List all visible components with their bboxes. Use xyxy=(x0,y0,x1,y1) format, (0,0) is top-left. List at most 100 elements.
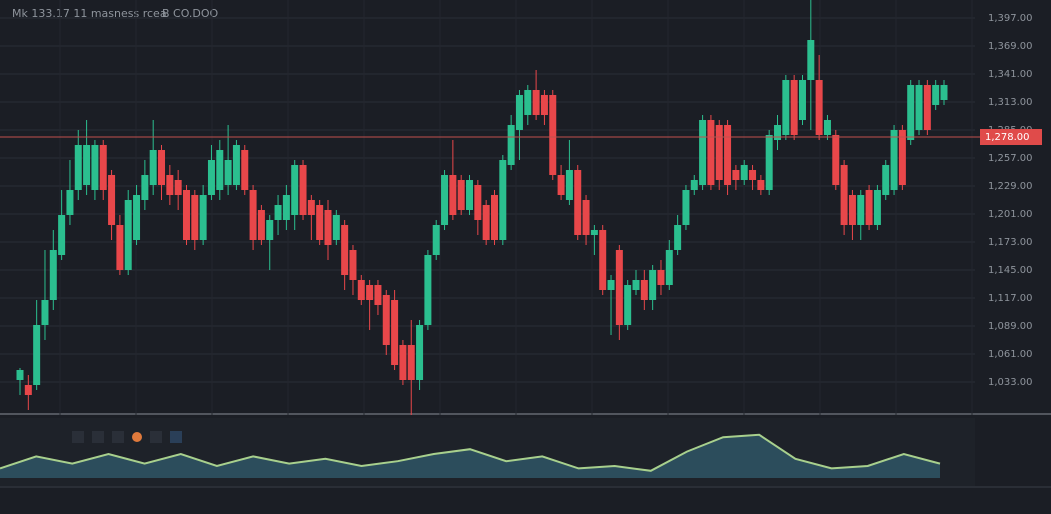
y-tick-label: 1,313.00 xyxy=(988,97,1033,108)
candle-body xyxy=(724,125,732,185)
candle-body xyxy=(424,255,432,325)
chart-subtitle: B CO.DOO xyxy=(162,7,219,20)
y-tick-label: 1,145.00 xyxy=(988,265,1033,276)
candle-body xyxy=(857,195,865,225)
candle-body xyxy=(174,180,182,195)
candle-body xyxy=(649,270,657,300)
candle-body xyxy=(307,200,315,215)
candle-body xyxy=(898,130,906,185)
y-tick-label: 1,257.00 xyxy=(988,153,1033,164)
tool-button[interactable] xyxy=(92,431,104,443)
y-tick-label: 1,117.00 xyxy=(988,293,1033,304)
candle-body xyxy=(216,150,224,190)
candle-body xyxy=(832,135,840,185)
candle-body xyxy=(815,80,823,135)
candle-body xyxy=(907,85,915,140)
tool-button[interactable] xyxy=(112,431,124,443)
tool-button[interactable] xyxy=(150,431,162,443)
candle-body xyxy=(24,385,32,395)
candle-body xyxy=(499,160,507,240)
tool-button[interactable] xyxy=(132,432,142,442)
y-tick-label: 1,229.00 xyxy=(988,181,1033,192)
tool-button[interactable] xyxy=(72,431,84,443)
candle-body xyxy=(699,120,707,185)
candle-body xyxy=(441,175,449,225)
candle-body xyxy=(449,175,457,215)
last-price-box xyxy=(980,129,1042,145)
y-tick-label: 1,173.00 xyxy=(988,237,1033,248)
candle-body xyxy=(848,195,856,225)
candle-body xyxy=(599,230,607,290)
candle-body xyxy=(840,165,848,225)
candle-body xyxy=(707,120,715,185)
candle-body xyxy=(574,170,582,235)
y-tick-label: 1,397.00 xyxy=(988,13,1033,24)
candle-body xyxy=(873,190,881,225)
candle-body xyxy=(41,300,49,325)
candle-body xyxy=(349,250,357,280)
candle-body xyxy=(765,135,773,190)
candle-body xyxy=(91,145,99,190)
candle-body xyxy=(549,95,557,175)
candle-body xyxy=(257,210,265,240)
candle-body xyxy=(166,175,174,195)
candle-body xyxy=(749,170,757,180)
candle-body xyxy=(607,280,615,290)
candle-body xyxy=(865,190,873,225)
candle-body xyxy=(282,195,290,220)
y-tick-label: 1,089.00 xyxy=(988,321,1033,332)
oscillator-line xyxy=(0,433,941,472)
candle-body xyxy=(540,95,548,115)
candle-body xyxy=(199,195,207,240)
y-tick-label: 1,033.00 xyxy=(988,377,1033,388)
candle-body xyxy=(923,85,931,130)
candle-body xyxy=(790,80,798,135)
y-tick-label: 1,061.00 xyxy=(988,349,1033,360)
candle-body xyxy=(432,225,440,255)
candle-body xyxy=(882,165,890,195)
candle-body xyxy=(141,175,149,200)
candle-body xyxy=(324,210,332,245)
candle-body xyxy=(757,180,765,190)
candle-body xyxy=(16,370,24,380)
candle-body xyxy=(407,345,415,380)
candle-body xyxy=(624,285,632,325)
y-tick-label: 1,369.00 xyxy=(988,41,1033,52)
candle-body xyxy=(807,40,815,80)
candle-body xyxy=(182,190,190,240)
candle-body xyxy=(740,165,748,180)
candle-body xyxy=(232,145,240,185)
candle-body xyxy=(207,160,215,195)
candle-body xyxy=(66,190,74,215)
candle-body xyxy=(466,180,474,210)
candle-body xyxy=(798,80,806,120)
candle-body xyxy=(657,270,665,285)
candle-body xyxy=(615,250,623,325)
last-price-label: 1,278.00 xyxy=(985,132,1030,143)
candle-body xyxy=(823,120,831,135)
candle-body xyxy=(316,205,324,240)
candle-body xyxy=(690,180,698,190)
candle-body xyxy=(108,175,116,225)
candle-body xyxy=(457,180,465,210)
candle-body xyxy=(58,215,66,255)
candle-body xyxy=(674,225,682,250)
candle-body xyxy=(158,150,166,185)
candle-body xyxy=(590,230,598,235)
candle-body xyxy=(274,205,282,220)
candle-body xyxy=(490,195,498,240)
oscillator-area xyxy=(0,434,940,478)
candle-body xyxy=(715,125,723,180)
candle-body xyxy=(640,280,648,300)
candle-body xyxy=(732,170,740,180)
chart-title: Mk 133.17 11 masness rcea xyxy=(12,7,167,20)
toolbar xyxy=(72,431,182,443)
candle-body xyxy=(241,150,249,190)
candle-body xyxy=(224,160,232,185)
candle-body xyxy=(83,145,91,185)
candle-body xyxy=(291,165,299,215)
y-tick-label: 1,201.00 xyxy=(988,209,1033,220)
candle-body xyxy=(682,190,690,225)
tool-button[interactable] xyxy=(170,431,182,443)
